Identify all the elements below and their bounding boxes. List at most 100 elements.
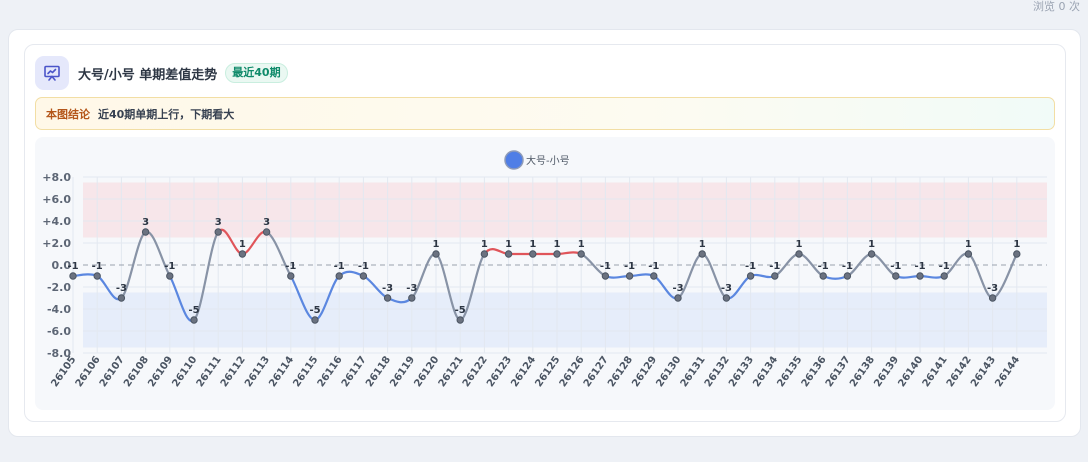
series-line-segment xyxy=(192,230,220,322)
data-point xyxy=(141,228,150,236)
data-point xyxy=(625,272,634,280)
data-label: -3 xyxy=(406,283,417,294)
data-label: -1 xyxy=(890,261,901,272)
data-point xyxy=(69,272,77,280)
data-label: -1 xyxy=(914,261,925,272)
data-point xyxy=(674,294,682,302)
data-label: 1 xyxy=(481,239,488,250)
data-label: -1 xyxy=(818,261,829,272)
data-label: -1 xyxy=(92,261,103,272)
card-header: 大号/小号 单期差值走势 最近40期 xyxy=(35,55,288,91)
data-label: 3 xyxy=(215,217,222,228)
data-label: -3 xyxy=(116,283,127,294)
data-label: -5 xyxy=(188,305,199,316)
data-label: 1 xyxy=(554,239,561,250)
chart-card: 大号/小号 单期差值走势 最近40期 本图结论 近40期单期上行，下期看大 +8… xyxy=(24,44,1066,422)
data-point xyxy=(238,250,247,258)
outer-card: 大号/小号 单期差值走势 最近40期 本图结论 近40期单期上行，下期看大 +8… xyxy=(8,29,1081,437)
y-tick-label: +4.0 xyxy=(42,215,71,228)
data-label: 1 xyxy=(505,239,512,250)
data-point xyxy=(795,250,803,258)
data-point xyxy=(722,294,731,302)
y-tick-label: -2.0 xyxy=(47,281,71,294)
data-point xyxy=(214,228,222,236)
y-tick-label: -4.0 xyxy=(47,303,71,316)
data-label: 1 xyxy=(1013,239,1020,250)
data-point xyxy=(940,272,948,280)
data-label: 3 xyxy=(142,217,149,228)
data-point xyxy=(698,250,706,258)
legend-label: 大号-小号 xyxy=(526,154,570,167)
data-point xyxy=(93,272,101,280)
data-point xyxy=(408,294,416,302)
data-label: 1 xyxy=(433,239,440,250)
conclusion-text: 近40期单期上行，下期看大 xyxy=(98,107,235,121)
data-point xyxy=(529,250,537,258)
upper-band xyxy=(83,182,1047,238)
data-point xyxy=(650,272,658,280)
data-label: -5 xyxy=(455,305,466,316)
data-label: -1 xyxy=(285,261,296,272)
data-point xyxy=(335,272,343,280)
data-label: -1 xyxy=(842,261,853,272)
conclusion-label: 本图结论 xyxy=(46,107,90,121)
data-point xyxy=(456,316,464,324)
data-label: 1 xyxy=(868,239,875,250)
y-tick-label: +2.0 xyxy=(42,237,71,250)
y-tick-label: 0.0 xyxy=(52,259,72,272)
data-point xyxy=(916,272,924,280)
data-point xyxy=(771,272,779,280)
data-point xyxy=(262,228,271,236)
data-label: -1 xyxy=(939,261,950,272)
data-point xyxy=(843,272,852,280)
data-label: -1 xyxy=(648,261,659,272)
card-title: 大号/小号 单期差值走势 xyxy=(78,67,218,83)
data-point xyxy=(892,272,900,280)
x-tick-label: 26144 xyxy=(993,354,1022,389)
data-label: 1 xyxy=(578,239,585,250)
data-label: -3 xyxy=(721,283,732,294)
data-point xyxy=(553,250,561,258)
data-point xyxy=(577,250,585,258)
data-point xyxy=(601,272,610,280)
data-label: -1 xyxy=(334,261,345,272)
data-label: -1 xyxy=(624,261,635,272)
period-badge: 最近40期 xyxy=(225,63,288,83)
lower-band xyxy=(83,292,1047,348)
data-point xyxy=(1013,250,1021,258)
data-label: -3 xyxy=(672,283,683,294)
y-tick-label: -6.0 xyxy=(47,325,71,338)
data-point xyxy=(504,250,513,258)
conclusion-banner: 本图结论 近40期单期上行，下期看大 xyxy=(35,97,1055,130)
data-point xyxy=(383,294,392,302)
data-point xyxy=(480,250,489,258)
difference-line-chart: +8.0 +6.0 +4.0 +2.0 0.0 -2.0 -4.0 -6.0 -8.0 -1 -1 -… xyxy=(42,150,1047,389)
data-label: -3 xyxy=(987,283,998,294)
data-label: -1 xyxy=(164,261,175,272)
data-point xyxy=(432,250,440,258)
data-point xyxy=(867,250,876,258)
chart-panel: +8.0 +6.0 +4.0 +2.0 0.0 -2.0 -4.0 -6.0 -8.0 -1 -1 -… xyxy=(35,137,1055,410)
data-label: -1 xyxy=(358,261,369,272)
data-label: -1 xyxy=(67,261,78,272)
data-point xyxy=(988,294,997,302)
data-point xyxy=(819,272,827,280)
data-label: 1 xyxy=(529,239,536,250)
data-label: 3 xyxy=(263,217,270,228)
view-count: 浏览 0 次 xyxy=(1033,0,1080,13)
chart-presentation-icon xyxy=(35,56,69,90)
data-point xyxy=(746,272,755,280)
data-point xyxy=(166,272,174,280)
data-label: 1 xyxy=(239,239,246,250)
data-label: 1 xyxy=(699,239,706,250)
data-point xyxy=(311,316,319,324)
data-point xyxy=(964,250,973,258)
y-tick-label: -8.0 xyxy=(47,347,71,360)
data-point xyxy=(117,294,126,302)
data-label: -3 xyxy=(382,283,393,294)
data-point xyxy=(190,316,198,324)
legend-marker xyxy=(504,150,524,170)
y-tick-label: +8.0 xyxy=(42,171,71,184)
data-label: -1 xyxy=(769,261,780,272)
data-label: -1 xyxy=(600,261,611,272)
